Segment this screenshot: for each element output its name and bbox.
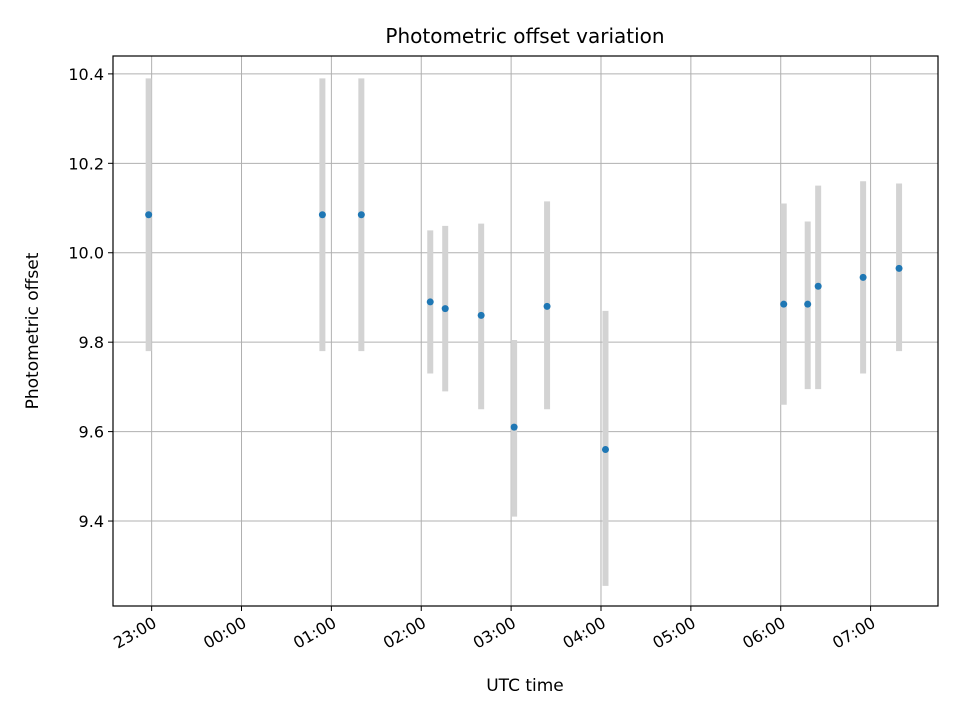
x-tick-label: 00:00 — [200, 613, 249, 653]
y-tick-label: 9.6 — [79, 423, 104, 442]
y-tick-label: 9.4 — [79, 512, 104, 531]
x-tick-label: 04:00 — [560, 613, 609, 653]
x-tick-label: 01:00 — [290, 613, 339, 653]
x-tick-label: 03:00 — [470, 613, 519, 653]
data-point — [780, 301, 787, 308]
x-tick-label: 07:00 — [829, 613, 878, 653]
data-point — [442, 305, 449, 312]
data-point — [544, 303, 551, 310]
errorbar-layer — [149, 78, 899, 586]
data-point — [815, 283, 822, 290]
y-tick-label: 10.2 — [68, 154, 104, 173]
data-point — [427, 298, 434, 305]
x-axis-label: UTC time — [486, 676, 564, 696]
data-point — [478, 312, 485, 319]
point-layer — [145, 211, 902, 453]
data-point — [860, 274, 867, 281]
plot-frame — [113, 56, 938, 606]
data-point — [145, 211, 152, 218]
data-point — [358, 211, 365, 218]
chart-title: Photometric offset variation — [385, 24, 664, 48]
data-point — [511, 424, 518, 431]
y-axis-label: Photometric offset — [23, 252, 43, 409]
x-tick-label: 23:00 — [110, 613, 159, 653]
y-tick-label: 10.4 — [68, 65, 104, 84]
tick-layer: 23:00 00:00 01:00 02:00 03:00 04:00 05:00 06:00… — [68, 65, 878, 653]
grid-layer — [113, 56, 938, 606]
data-point — [896, 265, 903, 272]
data-point — [319, 211, 326, 218]
x-tick-label: 02:00 — [380, 613, 429, 653]
data-point — [804, 301, 811, 308]
y-tick-label: 10.0 — [68, 244, 104, 263]
x-tick-label: 06:00 — [739, 613, 788, 653]
x-tick-label: 05:00 — [649, 613, 698, 653]
data-point — [602, 446, 609, 453]
y-tick-label: 9.8 — [79, 333, 104, 352]
